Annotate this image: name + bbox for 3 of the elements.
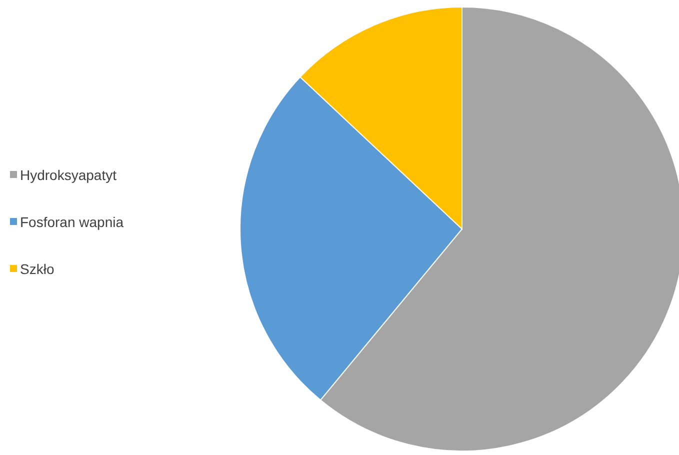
- legend-label: Hydroksyapatyt: [20, 166, 117, 183]
- legend-label: Szkło: [20, 260, 54, 277]
- legend-label: Fosforan wapnia: [20, 214, 124, 230]
